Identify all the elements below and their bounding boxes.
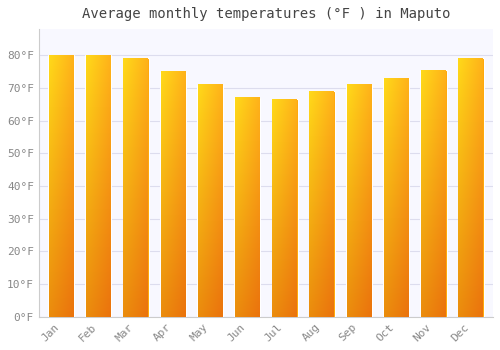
Bar [86, 55, 112, 317]
Bar [346, 85, 372, 317]
Bar [122, 58, 148, 317]
Bar [197, 85, 223, 317]
Bar [308, 91, 335, 317]
Bar [160, 71, 186, 317]
Bar [458, 58, 483, 317]
Title: Average monthly temperatures (°F ) in Maputo: Average monthly temperatures (°F ) in Ma… [82, 7, 450, 21]
Bar [234, 98, 260, 317]
Bar [383, 78, 409, 317]
Bar [420, 70, 446, 317]
Bar [48, 55, 74, 317]
Bar [272, 99, 297, 317]
